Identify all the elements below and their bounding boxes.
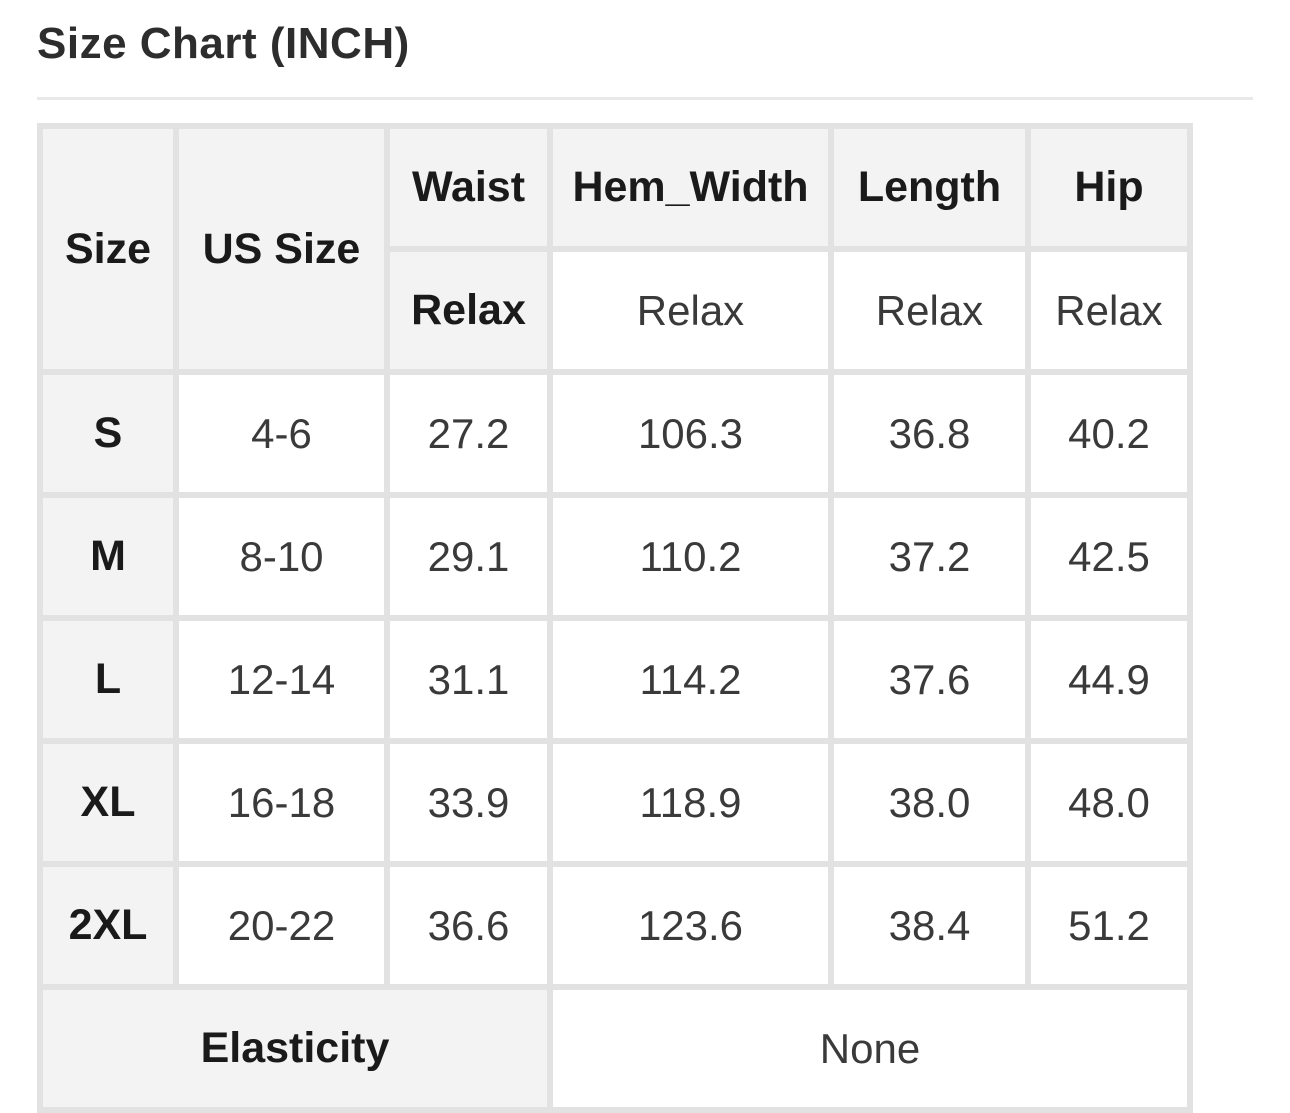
value-cell: 38.0 [828,738,1031,867]
fit-cell-hip: Relax [1025,246,1193,375]
value-cell: 51.2 [1025,861,1193,990]
value-cell: 27.2 [384,369,553,498]
size-chart-section: Size Chart (INCH) Size US Size Waist Hem… [0,16,1290,1113]
fit-cell-waist: Relax [384,246,553,375]
table-row: M 8-10 29.1 110.2 37.2 42.5 [37,492,1193,621]
table-row: S 4-6 27.2 106.3 36.8 40.2 [37,369,1193,498]
us-size-cell: 4-6 [173,369,390,498]
value-cell: 44.9 [1025,615,1193,744]
fit-cell-hem-width: Relax [547,246,834,375]
value-cell: 110.2 [547,492,834,621]
us-size-cell: 16-18 [173,738,390,867]
header-cell-hem-width: Hem_Width [547,123,834,252]
header-cell-waist: Waist [384,123,553,252]
divider [37,97,1253,100]
elasticity-label-cell: Elasticity [37,984,553,1113]
us-size-cell: 12-14 [173,615,390,744]
header-row-measures: Size US Size Waist Hem_Width Length Hip [37,123,1193,375]
value-cell: 37.2 [828,492,1031,621]
value-cell: 123.6 [547,861,834,990]
value-cell: 114.2 [547,615,834,744]
value-cell: 106.3 [547,369,834,498]
value-cell: 29.1 [384,492,553,621]
page-title: Size Chart (INCH) [37,19,410,68]
us-size-cell: 8-10 [173,492,390,621]
header-cell-hip: Hip [1025,123,1193,252]
table-row: 2XL 20-22 36.6 123.6 38.4 51.2 [37,861,1193,990]
value-cell: 37.6 [828,615,1031,744]
us-size-cell: 20-22 [173,861,390,990]
value-cell: 36.6 [384,861,553,990]
value-cell: 40.2 [1025,369,1193,498]
value-cell: 31.1 [384,615,553,744]
size-cell: M [37,492,179,621]
table-row: L 12-14 31.1 114.2 37.6 44.9 [37,615,1193,744]
value-cell: 36.8 [828,369,1031,498]
header-cell-length: Length [828,123,1031,252]
size-cell: L [37,615,179,744]
header-cell-size: Size [37,123,179,375]
header-row-fit: Relax Relax Relax Relax [40,246,1193,375]
header-cell-us-size: US Size [173,123,390,375]
value-cell: 48.0 [1025,738,1193,867]
size-cell: 2XL [37,861,179,990]
size-chart-table: Size US Size Waist Hem_Width Length Hip … [37,123,1193,1113]
size-cell: S [37,369,179,498]
table-row: XL 16-18 33.9 118.9 38.0 48.0 [37,738,1193,867]
elasticity-value-cell: None [547,984,1193,1113]
footer-row: Elasticity None [37,984,1193,1113]
value-cell: 118.9 [547,738,834,867]
size-cell: XL [37,738,179,867]
fit-cell-length: Relax [828,246,1031,375]
value-cell: 42.5 [1025,492,1193,621]
value-cell: 38.4 [828,861,1031,990]
value-cell: 33.9 [384,738,553,867]
